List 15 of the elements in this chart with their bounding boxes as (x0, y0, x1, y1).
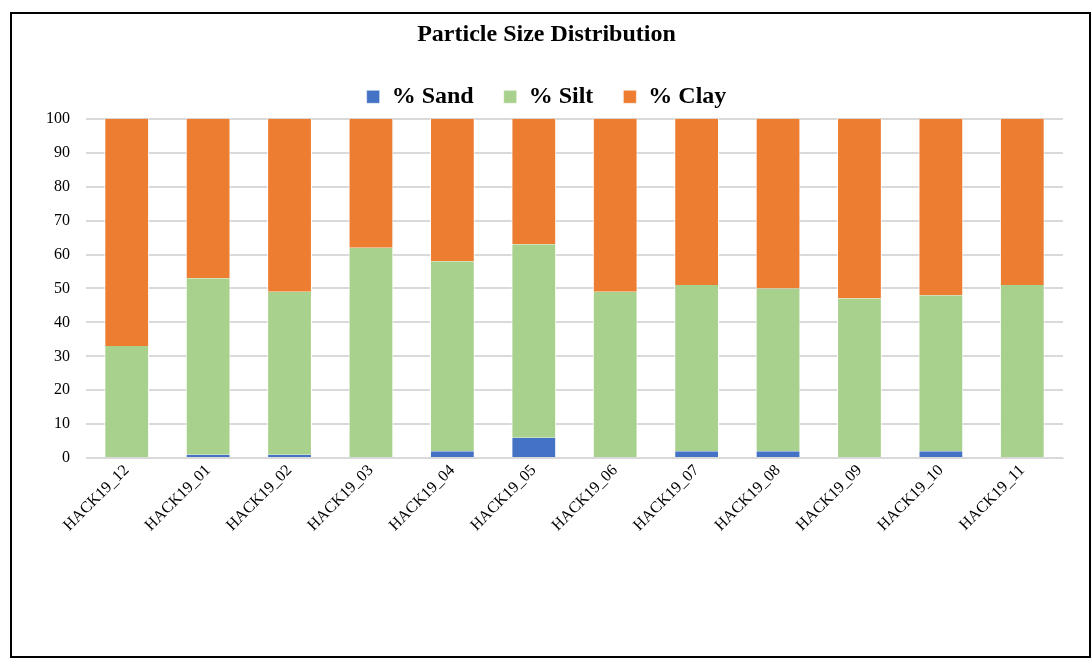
y-tick-label: 20 (54, 380, 70, 398)
y-tick-label: 90 (54, 142, 70, 160)
chart-title: Particle Size Distribution (417, 19, 676, 46)
legend-label: % Silt (528, 82, 594, 108)
y-tick-label: 30 (54, 346, 70, 364)
y-tick-label: 60 (54, 244, 70, 262)
y-tick-label: 80 (54, 176, 70, 194)
legend-label: % Clay (648, 82, 727, 108)
y-tick-label: 0 (62, 448, 70, 466)
legend-label: % Sand (391, 82, 475, 108)
y-tick-label: 40 (54, 312, 70, 330)
y-tick-label: 70 (54, 210, 70, 228)
y-tick-label: 100 (46, 109, 70, 126)
y-tick-label: 50 (54, 278, 70, 296)
y-tick-label: 10 (54, 414, 70, 432)
